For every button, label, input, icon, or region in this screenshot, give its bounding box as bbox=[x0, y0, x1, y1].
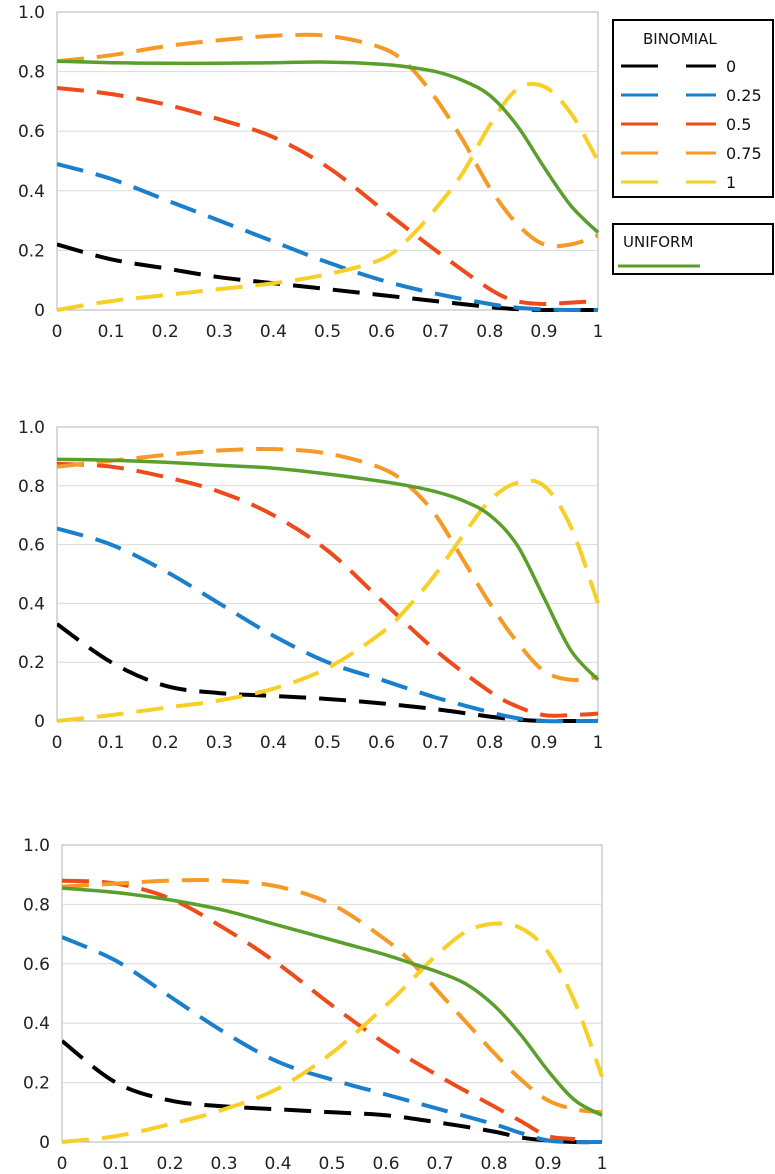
y-tick-label: 0.6 bbox=[18, 536, 45, 556]
y-tick-label: 1.0 bbox=[18, 3, 45, 23]
chart-2: 0 0.2 0.4 0.6 0.8 1.0 0 0.1 0.2 0.3 0.4 0.5 0.6 0.7 0.… bbox=[18, 418, 603, 753]
x-tick-label: 0.1 bbox=[98, 322, 125, 342]
y-tick-label: 0.8 bbox=[18, 63, 45, 83]
x-tick-label: 0 bbox=[57, 1154, 68, 1174]
legend-entry-0-5: 0.5 bbox=[621, 115, 751, 134]
series-line-binomial-0-25 bbox=[57, 162, 599, 313]
x-tick-label: 0 bbox=[52, 322, 63, 342]
y-tick-label: 1.0 bbox=[18, 418, 45, 438]
series-line-uniform-uniform bbox=[57, 59, 600, 234]
legend-entry-label: 0.25 bbox=[726, 86, 762, 105]
series-line-binomial-0-25 bbox=[57, 526, 598, 724]
x-tick-label: 0.2 bbox=[152, 322, 179, 342]
chart-1: 0 0.2 0.4 0.6 0.8 1.0 0 0.1 0.2 0.3 0.4 0.5 0.6 0.7 0.… bbox=[18, 3, 603, 342]
series-line-binomial-0-25 bbox=[62, 935, 603, 1145]
series-line-binomial-0 bbox=[62, 1039, 603, 1145]
x-tick-label: 0.1 bbox=[98, 733, 125, 753]
legend-entry-label: 0.5 bbox=[726, 115, 751, 134]
y-tick-label: 0.2 bbox=[18, 653, 45, 673]
x-tick-label: 0.8 bbox=[480, 1154, 507, 1174]
x-tick-label: 0.7 bbox=[426, 1154, 453, 1174]
y-tick-label: 0.4 bbox=[18, 182, 45, 202]
legend-entry-label: 0.75 bbox=[726, 144, 762, 163]
chart-3: 0 0.2 0.4 0.6 0.8 1.0 0 0.1 0.2 0.3 0.4 0.5 0.6 0.7 0.… bbox=[23, 836, 607, 1174]
series-line-binomial-1 bbox=[62, 921, 604, 1144]
x-tick-label: 0.2 bbox=[156, 1154, 183, 1174]
y-tick-label: 0 bbox=[39, 1133, 50, 1153]
series-line-uniform-uniform bbox=[57, 457, 600, 682]
series-line-binomial-0-75 bbox=[62, 878, 603, 1115]
x-tick-label: 0.3 bbox=[206, 322, 233, 342]
series-line-binomial-1 bbox=[57, 478, 600, 723]
y-tick-label: 0.8 bbox=[23, 895, 50, 915]
legend: BINOMIAL 0 0.25 0.5 0.75 1 UNIFORM bbox=[612, 19, 774, 275]
x-tick-label: 0.7 bbox=[422, 733, 449, 753]
series-line-binomial-0-75 bbox=[57, 32, 599, 249]
x-tick-label: 0.6 bbox=[368, 322, 395, 342]
x-tick-label: 0.9 bbox=[530, 733, 557, 753]
y-tick-label: 0.4 bbox=[18, 594, 45, 614]
x-tick-label: 0.5 bbox=[314, 322, 341, 342]
legend-entries: 0 0.25 0.5 0.75 1 bbox=[621, 57, 762, 192]
x-tick-label: 0.2 bbox=[152, 733, 179, 753]
series-line-uniform-uniform bbox=[62, 886, 603, 1117]
series-line-binomial-1 bbox=[57, 81, 600, 312]
y-tick-label: 0.2 bbox=[23, 1074, 50, 1094]
legend-entry-label: 0 bbox=[726, 57, 736, 76]
x-tick-label: 0.5 bbox=[318, 1154, 345, 1174]
x-tick-label: 0.3 bbox=[206, 733, 233, 753]
x-tick-label: 0.6 bbox=[368, 733, 395, 753]
x-tick-label: 1 bbox=[597, 1154, 608, 1174]
plot-area-border bbox=[56, 426, 599, 722]
x-tick-label: 0.8 bbox=[476, 733, 503, 753]
legend-uniform-title: UNIFORM bbox=[623, 233, 693, 251]
plot-area-border bbox=[56, 11, 599, 311]
legend-binomial-title: BINOMIAL bbox=[643, 30, 717, 48]
x-tick-label: 0.9 bbox=[530, 322, 557, 342]
x-tick-label: 0.4 bbox=[260, 322, 287, 342]
x-tick-label: 0.7 bbox=[422, 322, 449, 342]
series-line-binomial-0-5 bbox=[62, 878, 576, 1141]
x-tick-label: 0.1 bbox=[102, 1154, 129, 1174]
x-tick-label: 0.8 bbox=[476, 322, 503, 342]
plot-area-border bbox=[61, 844, 603, 1143]
x-tick-label: 0.3 bbox=[210, 1154, 237, 1174]
y-tick-label: 0.6 bbox=[23, 955, 50, 975]
x-tick-label: 0.4 bbox=[264, 1154, 291, 1174]
legend-entry-0-25: 0.25 bbox=[621, 86, 762, 105]
legend-entry-1: 1 bbox=[621, 173, 736, 192]
x-tick-label: 0.6 bbox=[372, 1154, 399, 1174]
x-tick-label: 0.5 bbox=[314, 733, 341, 753]
x-tick-label: 0.9 bbox=[534, 1154, 561, 1174]
legend-entry-0: 0 bbox=[621, 57, 736, 76]
y-tick-label: 0.6 bbox=[18, 122, 45, 142]
series-line-binomial-0 bbox=[57, 242, 598, 313]
series-line-binomial-0-5 bbox=[57, 461, 599, 718]
series-line-binomial-0-5 bbox=[57, 86, 599, 307]
x-tick-label: 1 bbox=[593, 733, 604, 753]
x-tick-label: 0 bbox=[52, 733, 63, 753]
y-tick-label: 0.2 bbox=[18, 241, 45, 261]
charts-group: 0 0.2 0.4 0.6 0.8 1.0 0 0.1 0.2 0.3 0.4 0.5 0.6 0.7 0.… bbox=[18, 3, 607, 1174]
y-tick-label: 0 bbox=[34, 712, 45, 732]
x-tick-label: 0.4 bbox=[260, 733, 287, 753]
y-tick-label: 1.0 bbox=[23, 836, 50, 856]
y-tick-label: 0.8 bbox=[18, 477, 45, 497]
y-tick-label: 0 bbox=[34, 301, 45, 321]
legend-entry-0-75: 0.75 bbox=[621, 144, 762, 163]
legend-binomial-box bbox=[612, 19, 774, 198]
y-tick-label: 0.4 bbox=[23, 1014, 50, 1034]
legend-entry-label: 1 bbox=[726, 173, 736, 192]
x-tick-label: 1 bbox=[593, 322, 604, 342]
